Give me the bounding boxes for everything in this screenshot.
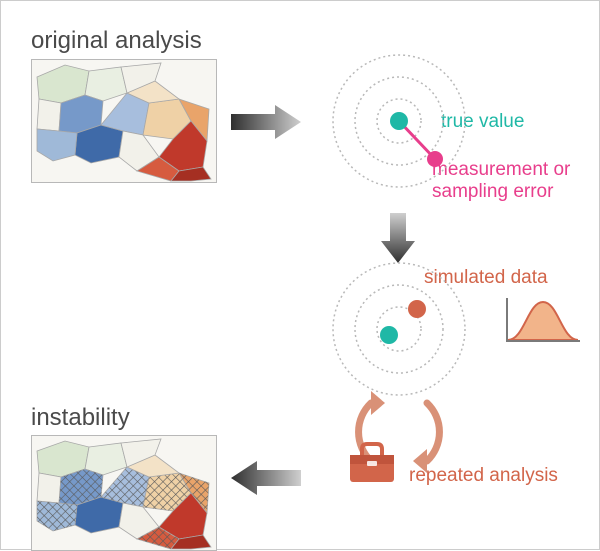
- arrow-left-icon: [231, 461, 301, 495]
- error-dot: [427, 151, 443, 167]
- label-instability: instability: [31, 404, 130, 432]
- diagram-stage: original analysis true value measurement…: [9, 9, 591, 541]
- target-true-value: [325, 47, 473, 195]
- distribution-icon: [504, 294, 582, 346]
- choropleth-map-instability: [31, 435, 217, 551]
- toolbox-icon: [347, 441, 397, 485]
- arrow-right-icon: [231, 105, 301, 139]
- target-simulated: [325, 255, 473, 403]
- label-original-analysis: original analysis: [31, 27, 202, 55]
- choropleth-map-original: [31, 59, 217, 183]
- true-value-dot: [380, 326, 398, 344]
- true-value-dot: [390, 112, 408, 130]
- simulated-dot: [408, 300, 426, 318]
